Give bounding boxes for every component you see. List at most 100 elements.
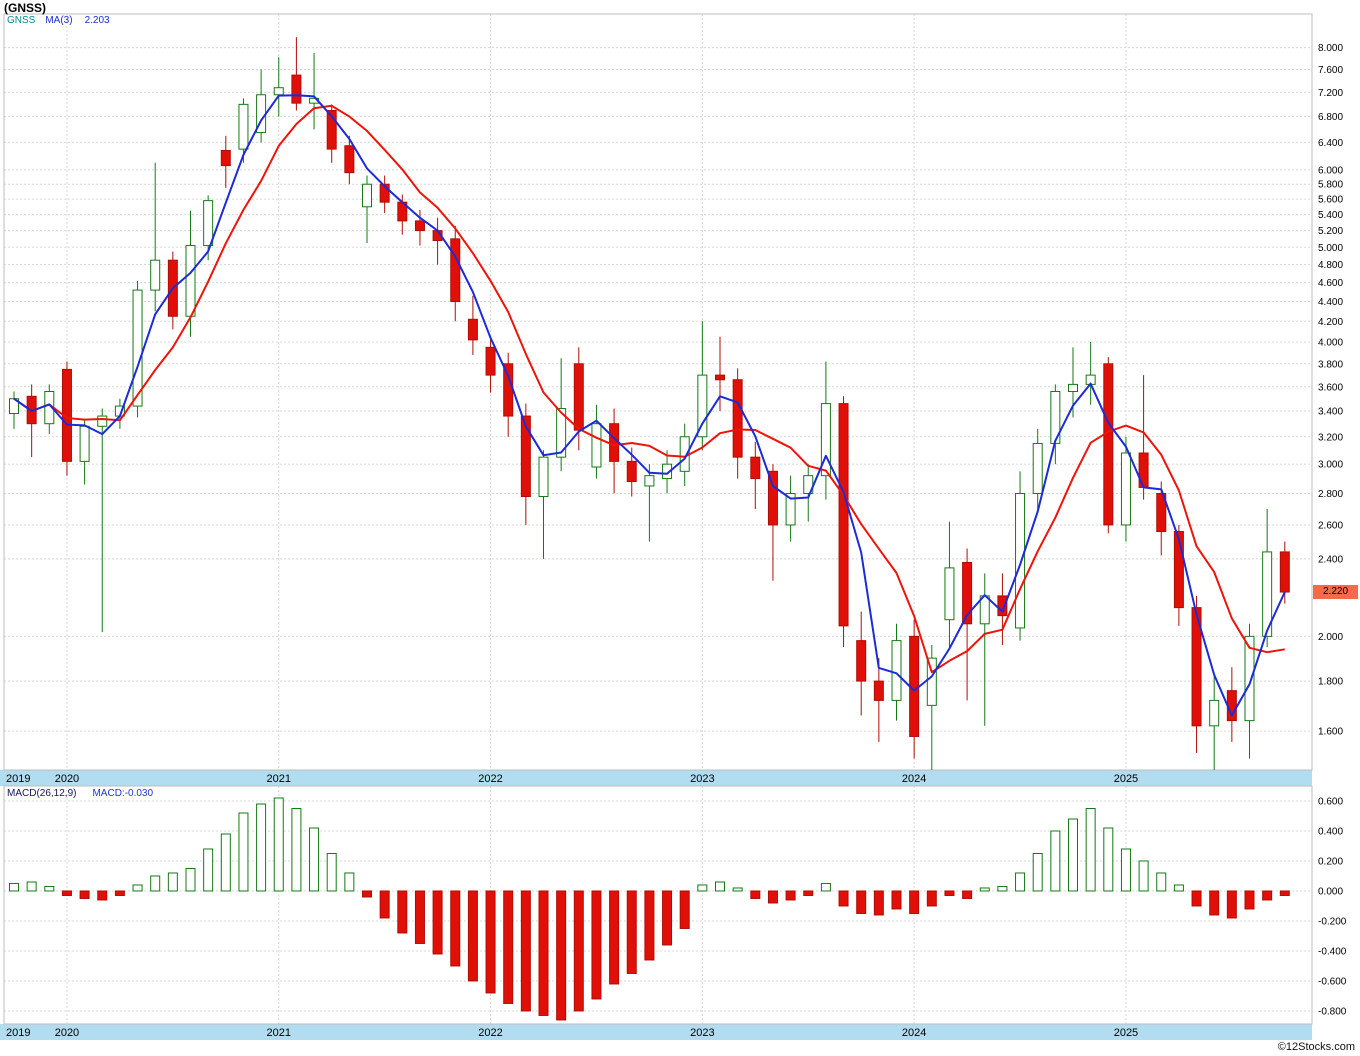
candle-body — [785, 492, 796, 526]
candle-body — [1120, 452, 1131, 526]
macd-bar — [997, 885, 1008, 892]
candle-body — [503, 363, 514, 417]
price-tick-label: 6.400 — [1318, 138, 1343, 149]
macd-bar — [291, 807, 302, 892]
price-tick-label: 3.800 — [1318, 359, 1343, 370]
macd-bar — [538, 890, 549, 1016]
price-tick-label: 5.400 — [1318, 210, 1343, 221]
macd-bar — [609, 890, 620, 985]
page-title: (GNSS) — [4, 1, 46, 15]
candle-body — [767, 470, 778, 526]
candle-body — [1279, 551, 1290, 593]
candle-body — [573, 363, 584, 431]
candle-body — [1032, 442, 1043, 494]
candle-body — [626, 460, 637, 483]
price-tick-label: 3.000 — [1318, 460, 1343, 471]
macd-bar — [414, 890, 425, 944]
macd-bar — [1138, 860, 1149, 892]
candle-body — [485, 346, 496, 376]
year-label: 2024 — [902, 1027, 926, 1039]
macd-bar — [803, 890, 814, 896]
candle-body — [926, 657, 937, 706]
macd-bar — [1068, 818, 1078, 892]
macd-bar — [1209, 890, 1220, 916]
macd-bar — [362, 890, 372, 898]
price-tick-label: 2.800 — [1318, 489, 1343, 500]
macd-bar — [573, 890, 584, 1012]
candle-body — [97, 415, 108, 427]
price-tick-label: 1.800 — [1318, 677, 1343, 688]
macd-bar — [79, 890, 90, 899]
macd-bar — [26, 881, 37, 892]
macd-bar — [1050, 830, 1061, 892]
macd-bar — [185, 867, 196, 892]
macd-bar — [467, 890, 478, 982]
macd-bar — [750, 890, 761, 899]
macd-bar — [326, 852, 337, 892]
price-tick-label: 5.200 — [1318, 226, 1343, 237]
macd-bar — [503, 890, 514, 1004]
macd-bar — [379, 890, 390, 919]
candle-body — [944, 567, 955, 621]
macd-bar — [344, 872, 355, 892]
macd-bar — [856, 890, 867, 914]
year-label: 2019 — [6, 1027, 30, 1039]
macd-legend: MACD(26,12,9) MACD:-0.030 — [7, 788, 153, 799]
macd-bar — [44, 885, 55, 892]
price-tick-label: 8.000 — [1318, 43, 1343, 54]
year-label: 2023 — [690, 773, 714, 785]
ma-label: MA(3) — [45, 15, 73, 26]
candle-body — [538, 456, 549, 498]
candle-body — [1068, 383, 1078, 392]
price-tick-label: 4.600 — [1318, 278, 1343, 289]
candle-body — [997, 595, 1008, 617]
candle-body — [291, 74, 302, 104]
year-label: 2021 — [267, 773, 291, 785]
year-label: 2020 — [55, 1027, 79, 1039]
year-label: 2024 — [902, 773, 926, 785]
candle-body — [185, 245, 196, 317]
candle-body — [273, 87, 284, 96]
main-chart-legend: GNSS MA(3) 2.203 — [7, 15, 110, 26]
macd-bar — [979, 887, 990, 892]
macd-bar — [1173, 884, 1184, 892]
price-tick-label: 4.400 — [1318, 297, 1343, 308]
candle-body — [856, 640, 867, 682]
price-tick-label: 2.600 — [1318, 520, 1343, 531]
ma-slow-line — [13, 104, 1285, 674]
candle-body — [203, 200, 214, 247]
ma-value: 2.203 — [84, 15, 110, 26]
macd-bar — [785, 890, 796, 901]
macd-bar — [926, 890, 937, 907]
price-tick-label: 5.000 — [1318, 243, 1343, 254]
macd-bar — [644, 890, 655, 961]
candle-body — [379, 183, 390, 203]
price-tick-label: 7.600 — [1318, 65, 1343, 76]
candle-body — [450, 238, 461, 303]
macd-bar — [556, 890, 567, 1021]
current-price-tag: 2.220 — [1313, 585, 1358, 600]
x-axis-strip-bottom — [0, 1024, 1312, 1040]
macd-bar — [1085, 807, 1096, 892]
candle-body — [220, 149, 231, 167]
candle-body — [362, 183, 372, 208]
macd-plot-border — [3, 785, 1313, 1025]
macd-bar — [450, 890, 461, 967]
year-label: 2022 — [478, 1027, 502, 1039]
candle-body — [467, 318, 478, 341]
candle-body — [1191, 607, 1202, 727]
macd-bar — [697, 884, 708, 892]
macd-bar — [309, 827, 320, 892]
candle-body — [79, 425, 90, 462]
macd-bar — [520, 890, 531, 1012]
macd-bar — [1120, 848, 1131, 892]
year-label: 2025 — [1114, 1027, 1138, 1039]
candle-body — [873, 680, 884, 701]
candle-body — [962, 561, 973, 625]
candle-body — [820, 403, 831, 477]
year-label: 2019 — [6, 773, 30, 785]
watermark: ©12Stocks.com — [1277, 1041, 1355, 1053]
candle-body — [1262, 551, 1273, 637]
